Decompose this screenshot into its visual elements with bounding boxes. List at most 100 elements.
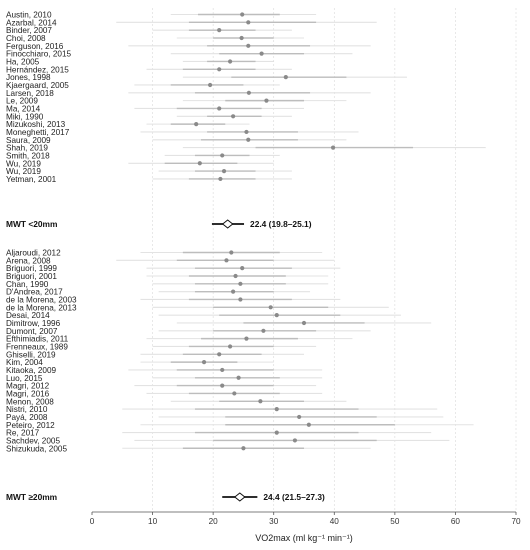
study-label: Moneghetti, 2017	[6, 128, 70, 137]
study-point	[240, 12, 245, 17]
study-row: Ghiselli, 2019	[6, 350, 304, 359]
study-label: de la Morena, 2013	[6, 303, 77, 312]
study-row: Luo, 2015	[6, 374, 323, 383]
study-point	[274, 430, 279, 435]
study-point	[231, 114, 236, 119]
study-point	[208, 82, 213, 88]
x-axis: VO2max (ml kg⁻¹ min⁻¹) 0 10 20 30 40 50 60 70	[90, 511, 521, 543]
study-point	[238, 297, 243, 302]
study-label: Ferguson, 2016	[6, 42, 64, 51]
x-tick-label: 30	[269, 517, 279, 526]
pooled-value: 22.4 (19.8–25.1)	[250, 219, 312, 229]
pooled-label: MWT ≥20mm	[6, 492, 57, 502]
study-point	[218, 176, 223, 182]
study-point	[301, 320, 307, 326]
study-row: Azarbal, 2014	[6, 18, 377, 27]
study-label: Austin, 2010	[6, 11, 52, 20]
study-point	[217, 106, 222, 111]
study-row: Frenneaux, 1989	[6, 342, 317, 351]
study-point	[217, 28, 222, 33]
study-row: Moneghetti, 2017	[6, 128, 359, 137]
study-point	[330, 145, 336, 150]
study-label: Chan, 1990	[6, 280, 49, 289]
study-point	[228, 344, 233, 349]
study-point	[232, 391, 237, 396]
study-point	[261, 328, 266, 333]
study-label: de la Morena, 2003	[6, 295, 77, 304]
study-label: Jones, 1998	[6, 73, 51, 82]
pooled-label: MWT <20mm	[6, 219, 57, 229]
study-label: Shizukuda, 2005	[6, 444, 67, 453]
study-label: Menon, 2008	[6, 397, 54, 406]
study-row: Arena, 2008	[6, 256, 335, 265]
study-label: Kim, 2004	[6, 358, 43, 367]
study-row: Austin, 2010	[6, 11, 317, 20]
pooled-estimate: MWT <20mm 22.4 (19.8–25.1)	[6, 219, 312, 229]
study-point	[229, 250, 234, 255]
study-point	[246, 43, 251, 48]
study-point	[217, 352, 222, 357]
study-point	[268, 305, 273, 310]
x-tick-label: 40	[330, 517, 340, 526]
study-row: Yetman, 2001	[6, 175, 292, 184]
study-label: Frenneaux, 1989	[6, 342, 68, 351]
study-row: Chan, 1990	[6, 280, 329, 289]
study-row: Wu, 2019	[6, 159, 274, 168]
study-label: D'Andrea, 2017	[6, 288, 63, 297]
study-row: Smith, 2018	[6, 151, 280, 160]
study-point	[246, 20, 251, 25]
study-label: Saura, 2009	[6, 136, 51, 145]
x-axis-title: VO2max (ml kg⁻¹ min⁻¹)	[255, 533, 353, 543]
study-point	[274, 407, 279, 412]
study-point	[264, 98, 269, 103]
study-row: de la Morena, 2013	[6, 303, 389, 312]
study-label: Azarbal, 2014	[6, 18, 57, 27]
study-point	[201, 360, 207, 365]
study-label: Magri, 2016	[6, 389, 50, 398]
study-label: Arena, 2008	[6, 256, 51, 265]
study-label: Finocchiaro, 2015	[6, 50, 72, 59]
study-point	[274, 313, 279, 318]
study-point	[221, 169, 227, 174]
study-point	[244, 129, 249, 135]
study-point	[297, 414, 302, 420]
study-row: Kjaergaard, 2005	[6, 81, 280, 90]
study-point	[231, 289, 236, 294]
study-label: Mizukoshi, 2013	[6, 120, 66, 129]
x-tick-label: 70	[511, 517, 521, 526]
study-point	[259, 51, 264, 56]
study-label: Wu, 2019	[6, 167, 41, 176]
study-point	[244, 336, 249, 341]
study-label: Choi, 2008	[6, 34, 46, 43]
study-row: Menon, 2008	[6, 397, 347, 406]
study-point	[220, 383, 225, 388]
study-row: Briguori, 2001	[6, 272, 329, 281]
study-row: Mizukoshi, 2013	[6, 120, 250, 129]
study-label: Nistri, 2010	[6, 405, 48, 414]
study-row: Miki, 1990	[6, 112, 292, 121]
study-row: Briguori, 1999	[6, 264, 341, 273]
study-row: Saura, 2009	[6, 136, 347, 145]
study-label: Dimitrow, 1996	[6, 319, 61, 328]
study-label: Le, 2009	[6, 97, 38, 106]
study-label: Hernández, 2015	[6, 65, 69, 74]
study-label: Efthimiadis, 2011	[6, 335, 69, 344]
study-row: Choi, 2008	[6, 34, 304, 43]
study-row: Larsen, 2018	[6, 89, 371, 98]
study-row: Ha, 2005	[6, 57, 274, 66]
study-point	[197, 161, 202, 166]
x-tick-label: 50	[390, 517, 400, 526]
study-point	[246, 90, 251, 95]
study-row: Peteiro, 2012	[6, 421, 474, 430]
study-row: Finocchiaro, 2015	[6, 50, 353, 59]
study-label: Ma, 2014	[6, 104, 41, 113]
study-point	[239, 35, 244, 41]
pooled-diamond	[221, 219, 234, 229]
study-point	[238, 281, 243, 286]
study-row: Sachdev, 2005	[6, 436, 450, 445]
study-label: Briguori, 2001	[6, 272, 57, 281]
study-label: Luo, 2015	[6, 374, 43, 383]
study-point	[240, 266, 245, 271]
study-label: Aljaroudi, 2012	[6, 249, 61, 258]
